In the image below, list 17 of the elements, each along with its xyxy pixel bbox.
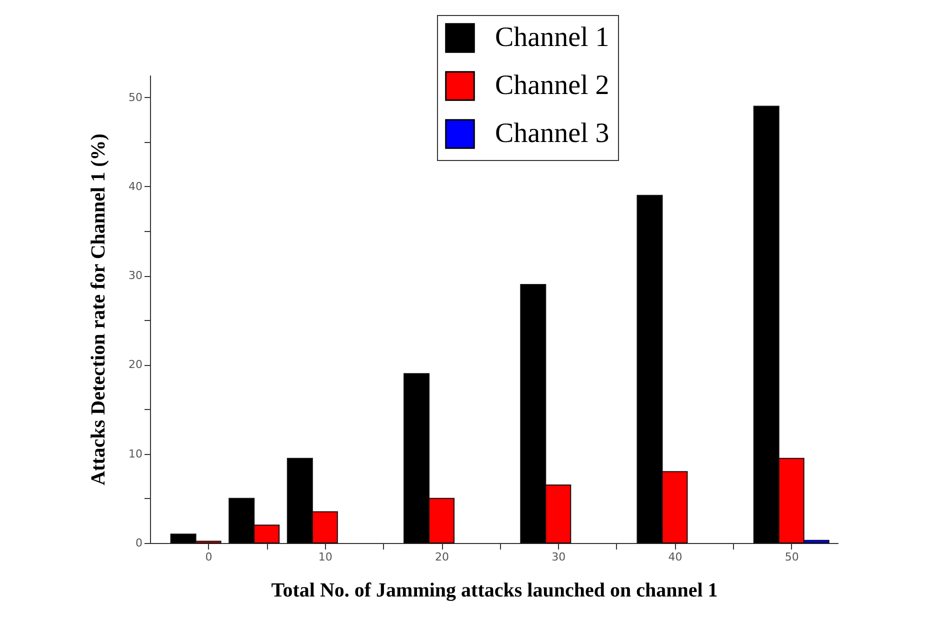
y-tick-label: 30 (128, 269, 142, 282)
x-axis-title: Total No. of Jamming attacks launched on channel 1 (271, 580, 718, 602)
y-axis-title: Attacks Detection rate for Channel 1 (%) (88, 134, 110, 486)
x-tick-label: 10 (318, 550, 332, 564)
legend-label: Channel 2 (495, 70, 610, 101)
x-tick-label: 40 (668, 550, 682, 564)
y-tick-label: 10 (128, 447, 142, 460)
x-tick-label: 20 (435, 550, 450, 564)
legend-label: Channel 3 (495, 118, 610, 149)
x-tick-label: 30 (552, 550, 566, 564)
x-tick-label: 50 (784, 550, 799, 564)
legend-label: Channel 1 (495, 22, 610, 53)
y-tick-label: 20 (128, 358, 142, 372)
x-tick-label: 0 (205, 550, 212, 564)
y-tick-label: 40 (128, 180, 142, 193)
y-tick-label: 0 (136, 536, 142, 550)
y-tick-label: 50 (128, 90, 142, 104)
